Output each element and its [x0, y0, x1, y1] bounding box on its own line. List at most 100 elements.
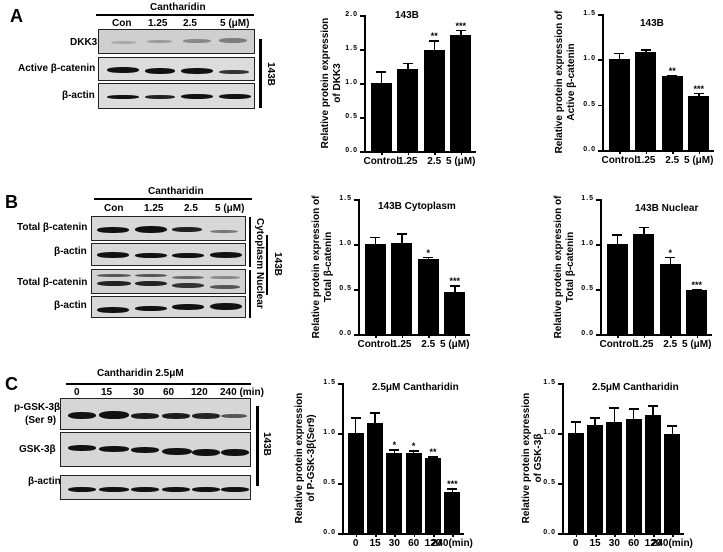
chart-y-label: Relative protein expression of P-GSK-3β(S…: [294, 378, 318, 538]
chart-error-cap: [423, 256, 434, 259]
chart-significance-marker: ***: [455, 20, 466, 31]
chart-bar: [364, 244, 386, 334]
chart-x-tick-label: 2.5: [665, 155, 680, 166]
chart-y-label: Relative protein expression of Total β-ca…: [553, 187, 577, 347]
chart-title: 2.5μM Cantharidin: [372, 382, 459, 393]
chart-y-label-line1: Relative protein expression: [521, 392, 532, 524]
chart-y-tick-label: 1.5: [543, 379, 556, 386]
chart-bar: [397, 69, 419, 151]
chart-y-tick-label: 1.5: [339, 195, 352, 202]
chart-x-tick-label: 30: [388, 538, 400, 549]
chart-error-bar: [407, 62, 409, 70]
chart-bar: [608, 59, 630, 150]
blot-b-cytoplasm-bracket: [249, 217, 251, 267]
chart-error-bar: [671, 425, 674, 434]
chart-x-tick: [595, 533, 597, 537]
chart-bar: [661, 75, 683, 150]
chart-error-cap: [350, 417, 361, 419]
chart-x-tick-label: 30: [608, 538, 620, 549]
chart-y-tick: [338, 383, 342, 385]
chart-x-tick: [653, 533, 655, 537]
chart-y-axis: [364, 15, 366, 151]
chart-error-cap: [449, 285, 460, 287]
blot-c-row-label-0a: p-GSK-3β: [14, 402, 61, 413]
chart-y-tick-label: 0.0: [339, 330, 352, 337]
chart-y-tick: [558, 433, 562, 435]
blot-a-lane-2: 2.5: [183, 18, 197, 29]
chart-y-tick-label: 0.0: [543, 529, 556, 536]
chart-x-tick: [454, 334, 457, 338]
chart-y-label: Relative protein expression of GSK-3β: [521, 378, 545, 538]
chart-y-tick-label: 0.0: [345, 147, 358, 154]
blot-c-lane-4: 120: [191, 387, 208, 398]
blot-c-row-label-0b: (Ser 9): [25, 415, 57, 426]
chart-y-axis: [358, 199, 360, 334]
chart-y-tick-label: 1.5: [583, 10, 596, 17]
blot-b-lane-0: Con: [104, 203, 124, 214]
chart-x-tick: [670, 334, 672, 338]
chart-y-tick-label: 1.0: [583, 55, 596, 63]
chart-x-tick-label: 1.25: [634, 339, 654, 350]
chart-y-tick-label: 2.0: [345, 11, 358, 18]
chart-y-label: Relative protein expression of DKK3: [320, 3, 344, 163]
chart-x-tick: [452, 533, 454, 537]
chart-error-cap: [570, 421, 581, 423]
chart-y-tick-label: 0.5: [543, 479, 556, 486]
blot-a-row-label-1: Active β-catenin: [18, 63, 96, 74]
chart-x-tick-label: Control: [601, 155, 638, 166]
blot-a-row-dkk3: [98, 29, 255, 54]
blot-b-fraction-cytoplasm: Cytoplasm: [254, 218, 265, 270]
chart-x-tick: [614, 533, 616, 537]
chart-y-tick: [360, 83, 364, 85]
chart-y-tick-label: 1.0: [543, 429, 556, 436]
chart-error-bar: [354, 417, 357, 433]
chart-y-tick-label: 0.0: [581, 330, 594, 337]
chart-x-tick: [617, 334, 619, 338]
blot-c-lane-1: 15: [101, 387, 113, 398]
blot-c-row-p-gsk3b: [60, 398, 251, 430]
chart-significance-marker: ***: [449, 276, 460, 287]
chart-significance-marker: ***: [447, 479, 458, 489]
chart-x-axis: [562, 533, 684, 535]
chart-x-tick-label: 60: [408, 538, 420, 549]
chart-x-axis: [600, 334, 712, 336]
blot-a-cellline-bracket: [259, 39, 262, 108]
chart-bar: [444, 291, 466, 334]
chart-y-tick: [596, 334, 600, 336]
blot-a-treatment-label: Cantharidin: [150, 2, 206, 13]
chart-y-tick: [598, 150, 602, 152]
chart-error-cap: [614, 52, 625, 55]
blot-c-treatment-line: [66, 383, 251, 385]
chart-error-bar: [616, 234, 618, 244]
chart-error-cap: [396, 233, 407, 235]
blot-b-row-nuclear-b-actin: [91, 296, 246, 318]
chart-x-tick-label: 120: [424, 538, 442, 549]
chart-error-cap: [370, 236, 381, 239]
chart-x-tick: [619, 150, 621, 154]
chart-x-tick: [698, 150, 701, 154]
chart-y-tick: [558, 383, 562, 385]
chart-y-tick: [596, 244, 600, 246]
blot-c-cellline-label: 143B: [261, 432, 272, 456]
chart-x-axis: [364, 151, 476, 153]
blot-a-treatment-line: [96, 14, 254, 16]
chart-x-tick: [355, 533, 358, 537]
chart-error-cap: [638, 226, 649, 229]
chart-y-tick: [338, 433, 342, 435]
chart-y-tick-label: 1.5: [581, 195, 594, 202]
chart-x-tick: [394, 533, 396, 537]
chart-x-tick: [643, 334, 646, 338]
chart-significance-marker: *: [426, 247, 430, 258]
blot-a-row-b-actin: [98, 83, 255, 109]
chart-y-label-line2: of DKK3: [332, 63, 343, 103]
chart-y-tick-label: 1.0: [339, 240, 352, 247]
blot-b-row-label-1: β-actin: [54, 246, 87, 257]
blot-c-lane-2: 30: [133, 387, 145, 398]
chart-title: 143B Nuclear: [635, 203, 699, 214]
chart-error-bar: [574, 421, 577, 433]
chart-x-tick: [428, 334, 430, 338]
chart-bar: [405, 453, 422, 533]
chart-y-tick: [596, 199, 600, 201]
chart-error-bar: [433, 40, 435, 51]
chart-x-tick-label: 1.25: [392, 339, 412, 350]
